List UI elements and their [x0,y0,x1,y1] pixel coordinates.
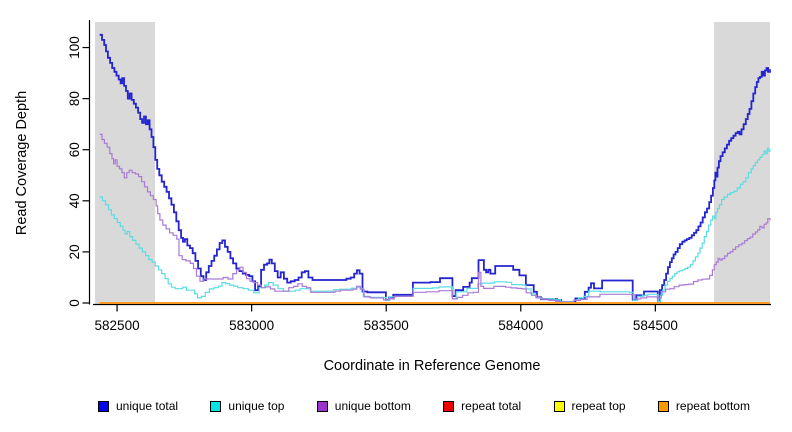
y-tick-label: 100 [67,36,82,59]
legend-swatch-icon [316,400,328,412]
shaded-region [714,22,770,305]
legend-label: unique top [228,399,285,413]
y-axis-title: Read Coverage Depth [14,90,30,236]
y-tick-label: 80 [67,91,82,106]
y-tick-label: 0 [67,299,82,307]
legend: unique total unique top unique bottom repea… [98,399,750,413]
x-tick-label: 582500 [95,318,140,333]
series-line-unique-total [99,33,771,304]
legend-item-unique-total: unique total [98,399,178,413]
y-tick-label: 40 [67,193,82,208]
legend-item-repeat-bottom: repeat bottom [657,399,750,413]
series-line-unique-bottom [99,133,771,303]
legend-item-repeat-total: repeat total [443,399,521,413]
legend-swatch-icon [657,400,669,412]
legend-item-repeat-top: repeat top [553,399,626,413]
x-axis-title: Coordinate in Reference Genome [323,358,541,374]
y-tick-label: 20 [67,244,82,259]
x-tick-label: 583000 [229,318,274,333]
shaded-region [95,22,156,305]
legend-label: unique total [116,399,179,413]
legend-label: repeat top [571,399,626,413]
y-tick-label: 60 [67,142,82,157]
series-line-unique-top [99,147,771,303]
legend-swatch-icon [210,400,222,412]
chart-svg: 582500 583000 583500 584000 584500 0 20 40 60 80 1… [67,20,771,333]
x-tick-label: 584000 [498,318,543,333]
legend-item-unique-bottom: unique bottom [316,399,411,413]
legend-swatch-icon [553,400,565,412]
legend-swatch-icon [98,400,109,412]
legend-item-unique-top: unique top [210,399,284,413]
legend-swatch-icon [443,400,455,412]
legend-label: repeat total [461,399,522,413]
x-tick-label: 584500 [633,318,678,333]
x-tick-label: 583500 [364,318,409,333]
legend-label: unique bottom [334,399,411,413]
legend-label: repeat bottom [675,399,750,413]
